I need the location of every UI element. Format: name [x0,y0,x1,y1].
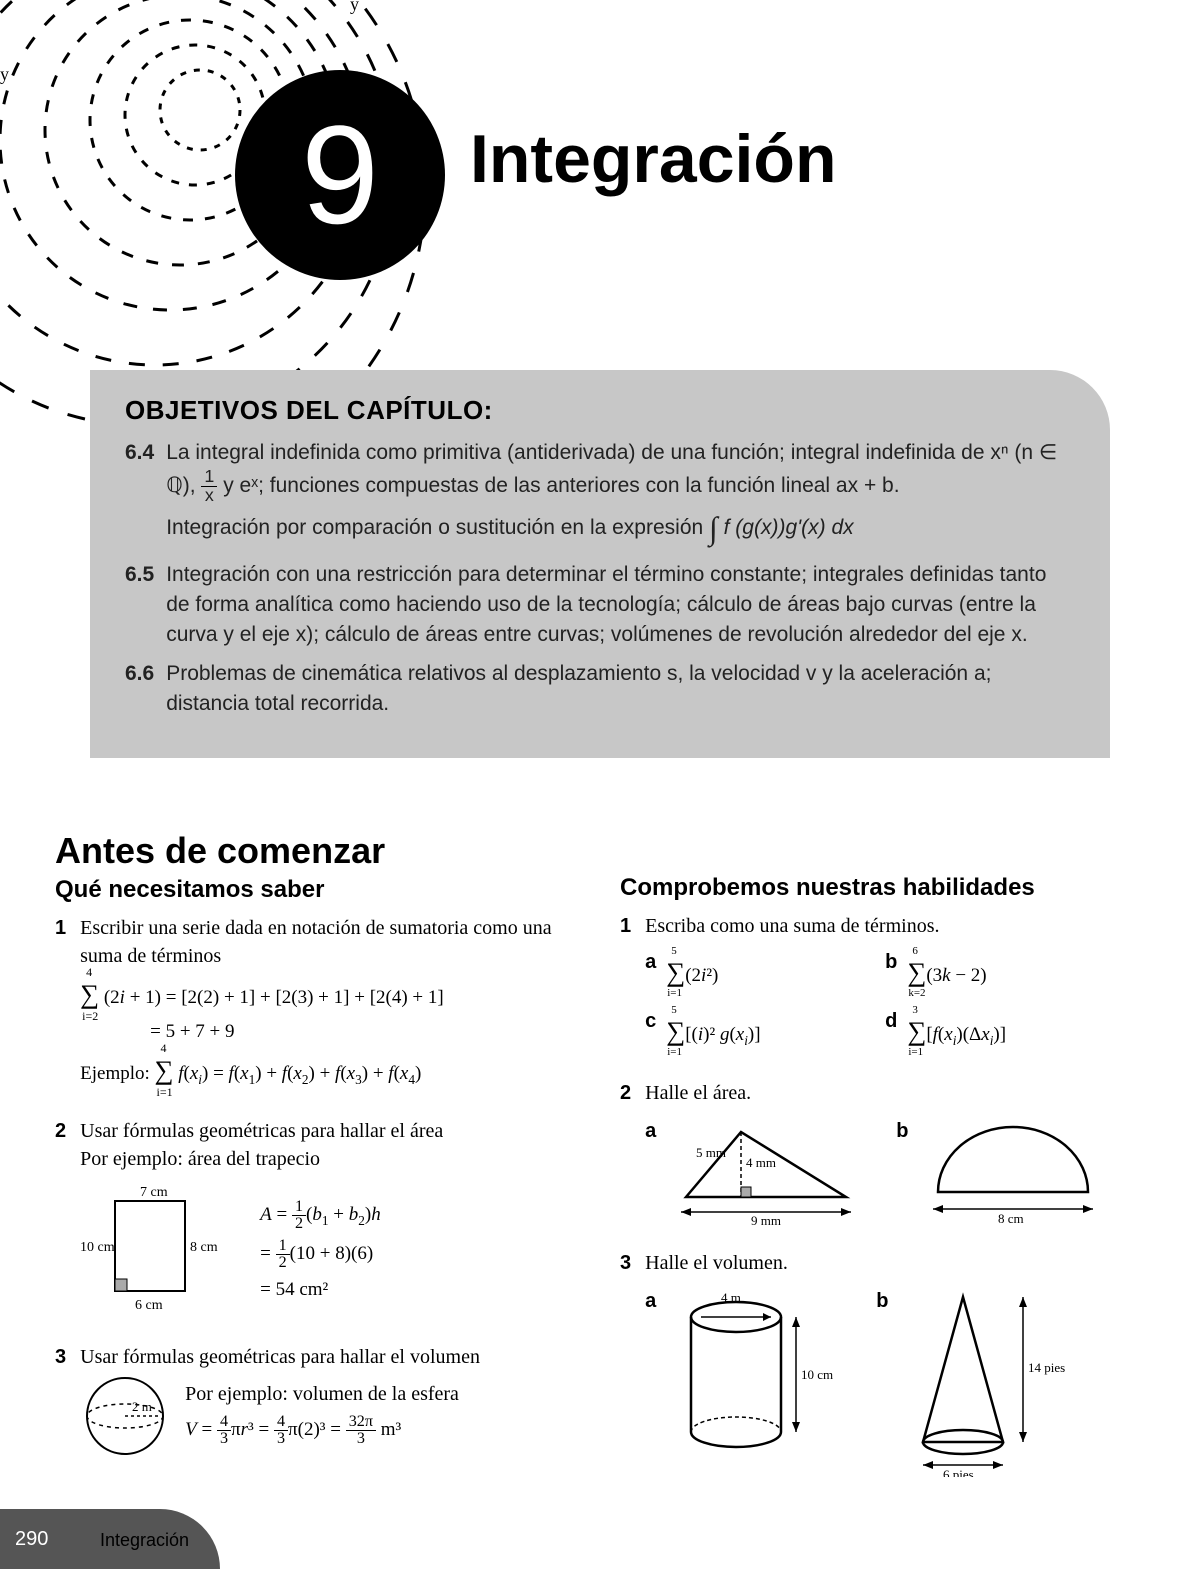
objective-item: 6.4 La integral indefinida como primitiv… [125,438,1075,552]
skill-number: 2 [55,1117,66,1321]
svg-text:6 pies: 6 pies [943,1467,974,1477]
cylinder-diagram: 4 m 10 cm [666,1287,846,1467]
objective-number: 6.6 [125,659,154,720]
svg-text:6 cm: 6 cm [135,1298,163,1313]
sub-item: a 5 mm 4 mm 9 mm [645,1117,866,1227]
svg-text:y: y [350,0,359,14]
svg-text:10 cm: 10 cm [80,1240,115,1255]
svg-text:y: y [0,64,9,84]
before-start-section: Antes de comenzar Qué necesitamos saber … [55,830,1155,1499]
objectives-heading: OBJETIVOS DEL CAPÍTULO: [125,395,1075,426]
math-expression: 4 ∑ i=2 (2i + 1) = [2(2) + 1] + [2(3) + … [80,976,590,1013]
cone-diagram: 14 pies 6 pies [898,1287,1078,1477]
formula: A = 12(b1 + b2)h [260,1199,381,1232]
math-expression: = 5 + 7 + 9 [80,1019,590,1046]
skill-item: 1 Escribir una serie dada en notación de… [55,914,590,1095]
svg-text:10 cm: 10 cm [801,1367,833,1382]
objective-number: 6.5 [125,560,154,651]
objectives-box: OBJETIVOS DEL CAPÍTULO: 6.4 La integral … [90,370,1110,758]
sub-item: d 3∑i=1[f(xi)(Δxi)] [885,1007,1085,1056]
page-number: 290 [15,1528,48,1551]
svg-text:4 mm: 4 mm [746,1155,776,1170]
right-column: Comprobemos nuestras habilidades 1 Escri… [620,830,1155,1499]
skill-number: 1 [620,912,631,1057]
semicircle-diagram: 8 cm [918,1117,1118,1227]
sphere-diagram: 2 m [80,1371,170,1461]
sub-item: c 5∑i=1[(i)² g(xi)] [645,1007,845,1056]
chapter-number: 9 [301,94,379,256]
sub-item: b 6∑k=2(3k − 2) [885,948,1085,997]
skill-intro: Halle el volumen. [645,1249,1155,1277]
svg-text:5 mm: 5 mm [696,1145,726,1160]
skill-intro: Usar fórmulas geométricas para hallar el… [80,1117,590,1145]
objective-text: La integral indefinida como primitiva (a… [166,438,1075,552]
chapter-number-badge: 9 [235,70,445,280]
chapter-title: Integración [470,120,837,198]
skill-intro: Escriba como una suma de términos. [645,912,1155,940]
sub-item: b 8 cm [896,1117,1118,1227]
skill-intro: Halle el área. [645,1079,1155,1107]
svg-text:7 cm: 7 cm [140,1185,168,1200]
svg-text:4 m: 4 m [721,1290,741,1305]
math-example: Ejemplo: 4 ∑ i=1 f(xi) = f(x1) + f(x2) +… [80,1052,590,1089]
objective-number: 6.4 [125,438,154,552]
integral-icon: ∫ [709,510,718,546]
skill-number: 3 [620,1249,631,1477]
skill-item: 2 Halle el área. a 5 mm 4 mm [620,1079,1155,1227]
skill-item: 1 Escriba como una suma de términos. a 5… [620,912,1155,1057]
right-subheading: Comprobemos nuestras habilidades [620,874,1155,902]
sub-item: a 4 m 10 [645,1287,846,1477]
objective-text: Problemas de cinemática relativos al des… [166,659,1075,720]
skill-item: 3 Usar fórmulas geométricas para hallar … [55,1343,590,1461]
left-column: Antes de comenzar Qué necesitamos saber … [55,830,590,1499]
objective-item: 6.5 Integración con una restricción para… [125,560,1075,651]
sub-item: a 5∑i=1(2i²) [645,948,845,997]
skill-sub: Por ejemplo: volumen de la esfera [185,1380,459,1408]
before-heading: Antes de comenzar [55,830,590,872]
svg-text:2 m: 2 m [132,1399,152,1414]
footer-label: Integración [100,1530,189,1551]
svg-text:8 cm: 8 cm [190,1240,218,1255]
skill-number: 1 [55,914,66,1095]
skill-intro: Escribir una serie dada en notación de s… [80,914,590,970]
skill-sub: Por ejemplo: área del trapecio [80,1145,590,1173]
svg-text:14 pies: 14 pies [1028,1360,1065,1375]
skill-number: 2 [620,1079,631,1227]
svg-text:9 mm: 9 mm [751,1213,781,1227]
skill-intro: Usar fórmulas geométricas para hallar el… [80,1343,590,1371]
triangle-diagram: 5 mm 4 mm 9 mm [666,1117,866,1227]
svg-text:8 cm: 8 cm [998,1211,1024,1226]
skill-item: 2 Usar fórmulas geométricas para hallar … [55,1117,590,1321]
formula: = 54 cm² [260,1277,381,1304]
formula: = 12(10 + 8)(6) [260,1238,381,1271]
left-subheading: Qué necesitamos saber [55,876,590,904]
objective-item: 6.6 Problemas de cinemática relativos al… [125,659,1075,720]
sub-item: b 14 pies 6 pies [876,1287,1078,1477]
objective-text: Integración con una restricción para det… [166,560,1075,651]
skill-item: 3 Halle el volumen. a [620,1249,1155,1477]
trapezoid-diagram: 7 cm 10 cm 8 cm 6 cm [80,1181,230,1321]
skill-number: 3 [55,1343,66,1461]
formula: V = 43πr³ = 43π(2)³ = 32π3 m³ [185,1414,459,1447]
